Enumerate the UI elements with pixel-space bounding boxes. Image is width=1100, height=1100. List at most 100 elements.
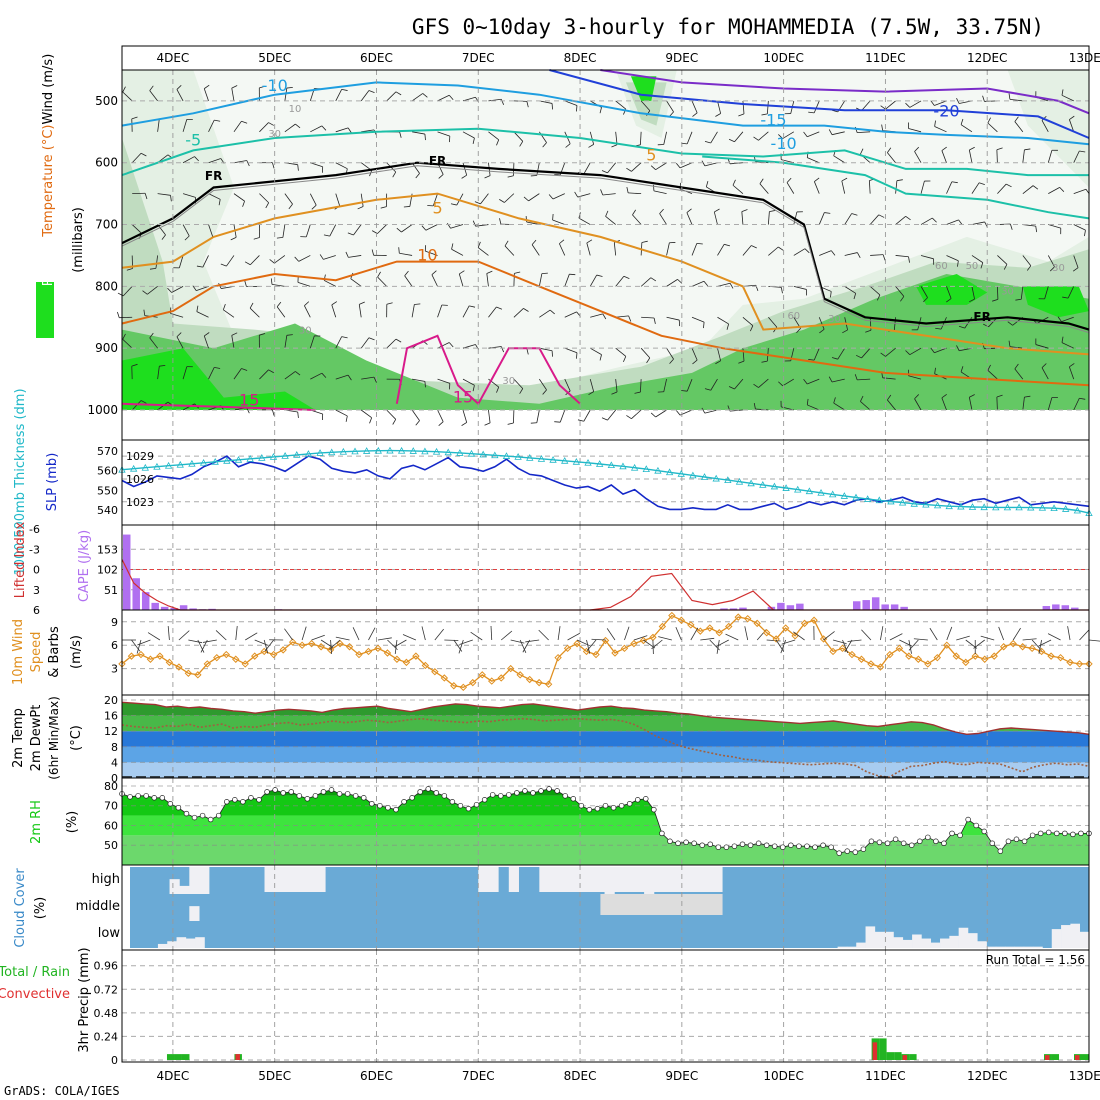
wind-barb-flag (778, 246, 784, 251)
wind-barb (411, 304, 415, 318)
wind-barb (996, 396, 998, 411)
wind-barb (404, 275, 413, 287)
rh-point (1029, 832, 1036, 839)
panel-frame (121, 949, 1090, 1063)
wind-barb (155, 255, 159, 269)
wind-barb (202, 255, 209, 268)
wind-barb-flag (611, 144, 618, 148)
surface-wind-barb (522, 639, 531, 653)
rh-point (264, 789, 270, 795)
wind-barb-flag (341, 88, 348, 91)
wind-barb-flag (941, 146, 947, 151)
wind-barb (997, 183, 1007, 194)
wind-barb (208, 367, 215, 380)
wind-barb (401, 224, 413, 233)
rh-point (336, 791, 343, 797)
wind-barb-flag (321, 372, 327, 378)
wind-barb-flag (371, 249, 375, 256)
wind-barb (861, 100, 871, 111)
wind-speed-point (943, 641, 951, 649)
top-date-label: 6DEC (360, 51, 393, 65)
wind-barb (196, 285, 209, 291)
wind-barb (564, 347, 578, 354)
wind-barb-flag (347, 232, 354, 236)
wind-barb-flag (448, 94, 454, 101)
wind-barb-flag (347, 374, 352, 381)
wind-barb-flag (599, 354, 602, 361)
thickness-point (339, 447, 348, 455)
freezing-label: FR (205, 169, 222, 183)
surface-wind-barb (311, 634, 325, 641)
surface-wind-barb (557, 626, 561, 641)
rh-point (957, 832, 963, 839)
wind-barb-flag (140, 152, 147, 157)
wind-barb (615, 379, 618, 393)
wind-barb (914, 398, 922, 411)
wind-barb-flag (803, 378, 808, 385)
wind-barb-flag (259, 333, 266, 336)
wind-barb (710, 378, 718, 391)
wind-speed-point (611, 649, 619, 657)
wind-barb-flag (969, 146, 975, 151)
surface-wind-barb (245, 632, 258, 641)
wind-barb-flag (304, 301, 310, 306)
wind-barb-flag (424, 381, 426, 388)
rh-point (369, 800, 375, 807)
wind-speed-point (1075, 660, 1084, 668)
wind-speed-line (121, 614, 1089, 688)
wind-speed-point (431, 668, 439, 676)
wind-barb (203, 335, 209, 349)
wind-barb-flag (321, 125, 327, 131)
pressure-tick-label: 800 (95, 279, 118, 293)
wind-barb-flag (905, 350, 911, 355)
wind-barb (276, 306, 286, 318)
wind-barb-flag (828, 129, 833, 135)
wind-barb-flag (414, 303, 421, 305)
temp-band (122, 746, 1089, 763)
wind-barb-flag (851, 213, 858, 216)
wind-barb (1073, 398, 1080, 411)
surface-wind-barb (744, 626, 749, 641)
wind-barb-flag (686, 208, 692, 213)
precip-total-bar (886, 1052, 895, 1060)
wind-barb (310, 125, 323, 133)
wind-speed-point (734, 613, 742, 621)
wind-barb (686, 131, 693, 145)
surface-wind-barb (832, 639, 847, 645)
rh-point (393, 806, 399, 813)
wind-speed-point (620, 644, 629, 653)
wind-barb-flag (249, 302, 254, 309)
wind-barb-flag (602, 313, 607, 320)
wind-barb-flag (978, 182, 985, 186)
surface-wind-barb (421, 626, 426, 641)
wind-barb (1014, 368, 1024, 380)
wind-barb-flag (753, 403, 756, 410)
wind-barb (586, 242, 591, 256)
rh-point (860, 846, 867, 852)
wind-barb-flag (778, 381, 783, 387)
wind-barb (348, 255, 362, 258)
rh-point (361, 795, 367, 801)
wind-barb (480, 193, 489, 205)
rh-point (199, 812, 206, 819)
upper-air-legend: RH (%) Temperature (°C)Wind (m/s) (41, 54, 56, 287)
thickness-tick-label: 540 (97, 504, 118, 517)
rh-point (465, 805, 472, 812)
wind-barb (666, 316, 680, 321)
wind-barb (559, 243, 566, 256)
wind-barb (412, 378, 425, 382)
wind-barb-flag (253, 237, 260, 240)
wind-barb-flag (1057, 316, 1062, 322)
rh-band (122, 835, 1089, 865)
thickness-point (374, 446, 382, 454)
wind-barb-flag (297, 164, 299, 171)
surface-wind-barb (178, 630, 190, 641)
rh-point (731, 843, 738, 849)
pressure-tick-label: 900 (95, 341, 118, 355)
rh-point (224, 799, 230, 805)
wind-barb (997, 255, 1008, 265)
wind-speed-point (260, 647, 268, 656)
wind-barb-flag (294, 256, 300, 262)
wind-barb-flag (526, 348, 529, 355)
cloud-low-bar (846, 946, 857, 948)
